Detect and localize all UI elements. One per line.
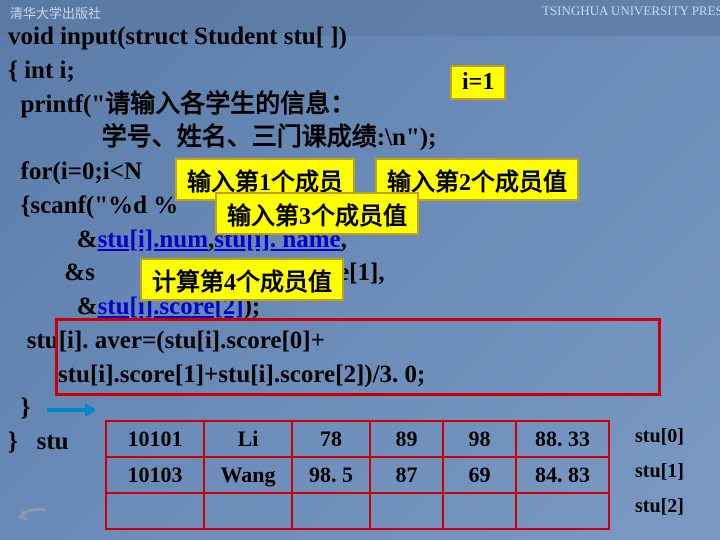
table-cell xyxy=(443,493,516,529)
table-cell xyxy=(204,493,292,529)
arrow-icon xyxy=(45,398,95,431)
table-cell: 87 xyxy=(370,457,443,493)
table-cell xyxy=(516,493,609,529)
code-l8: &s stu[i].score[1], xyxy=(8,256,712,290)
stu-num-link: stu[i].num xyxy=(98,226,208,253)
table-cell: 84. 83 xyxy=(516,457,609,493)
table-cell: 69 xyxy=(443,457,516,493)
table-cell: Wang xyxy=(204,457,292,493)
table-cell: 10103 xyxy=(106,457,204,493)
code-l3: printf("请输入各学生的信息： xyxy=(8,88,712,122)
red-box-aver xyxy=(55,318,661,396)
table-cell: 88. 33 xyxy=(516,421,609,457)
code-l5: for(i=0;i<N xyxy=(8,155,712,189)
table-cell: Li xyxy=(204,421,292,457)
callout-m4: 计算第4个成员值 xyxy=(140,258,344,301)
callout-m3: 输入第3个成员值 xyxy=(215,192,419,235)
code-l1: void input(struct Student stu[ ]) xyxy=(8,20,712,54)
table-cell: 10101 xyxy=(106,421,204,457)
row-label-0: stu[0] xyxy=(635,425,684,448)
back-arrow-icon[interactable] xyxy=(10,502,50,532)
code-l2: { int i; xyxy=(8,54,712,88)
table-cell xyxy=(370,493,443,529)
row-label-1: stu[1] xyxy=(635,460,684,483)
table-cell: 98. 5 xyxy=(292,457,370,493)
table-cell xyxy=(292,493,370,529)
table-cell: 98 xyxy=(443,421,516,457)
row-label-2: stu[2] xyxy=(635,495,684,518)
data-table: 10101Li78899888. 33 10103Wang98. 5876984.… xyxy=(105,420,610,530)
callout-i: i=1 xyxy=(450,65,506,100)
table-cell xyxy=(106,493,204,529)
table-cell: 89 xyxy=(370,421,443,457)
code-l4: 学号、姓名、三门课成绩:\n"); xyxy=(8,121,712,155)
table-cell: 78 xyxy=(292,421,370,457)
